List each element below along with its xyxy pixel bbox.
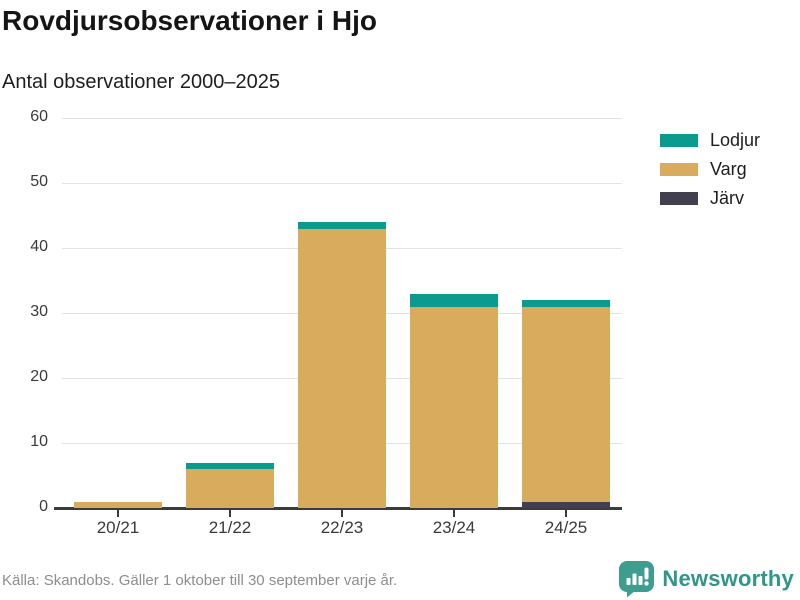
legend-swatch-varg: [660, 162, 698, 176]
bar-23-24-lodjur: [410, 293, 498, 307]
newsworthy-speech-bubble-chart-icon: [619, 561, 655, 598]
bar-22-23-varg: [298, 228, 386, 508]
brand-name: Newsworthy: [662, 566, 794, 591]
x-axis-line: [54, 507, 622, 510]
chart-subtitle: Antal observationer 2000–2025: [2, 71, 280, 93]
y-tick-label-10: 10: [30, 433, 48, 450]
chart-title: Rovdjursobservationer i Hjo: [2, 5, 377, 36]
x-tick-label-23-24: 23/24: [432, 518, 476, 537]
bar-22-23-lodjur: [298, 222, 386, 229]
bar-24-25-varg: [522, 306, 610, 502]
gridline-y50: [62, 182, 622, 184]
legend-swatch-järv: [660, 191, 698, 205]
x-tick-label-24-25: 24/25: [544, 518, 588, 537]
legend-item-lodjur: Lodjur: [660, 130, 760, 150]
branding[interactable]: Newsworthy: [618, 560, 794, 598]
x-tick-label-22-23: 22/23: [320, 518, 364, 537]
legend-label-lodjur: Lodjur: [710, 129, 761, 150]
y-tick-label-40: 40: [30, 238, 48, 255]
bar-23-24-varg: [410, 306, 498, 508]
x-tick-23-24: [453, 510, 455, 517]
x-tick-20-21: [117, 510, 119, 517]
y-tick-label-30: 30: [30, 303, 48, 320]
y-tick-label-60: 60: [30, 108, 48, 125]
x-tick-24-25: [565, 510, 567, 517]
source-note: Källa: Skandobs. Gäller 1 oktober till 3…: [2, 572, 398, 589]
bar-20-21-varg: [74, 501, 162, 508]
legend: Lodjur Varg Järv: [660, 130, 760, 217]
gridline-y60: [62, 117, 622, 119]
x-tick-label-21-22: 21/22: [208, 518, 252, 537]
y-tick-label-20: 20: [30, 368, 48, 385]
y-tick-label-0: 0: [39, 498, 48, 515]
bar-24-25-järv: [522, 501, 610, 508]
legend-label-varg: Varg: [710, 158, 747, 179]
y-tick-label-50: 50: [30, 173, 48, 190]
x-tick-21-22: [229, 510, 231, 517]
legend-item-järv: Järv: [660, 188, 760, 208]
legend-swatch-lodjur: [660, 133, 698, 147]
legend-item-varg: Varg: [660, 159, 760, 179]
legend-label-järv: Järv: [710, 187, 745, 208]
x-tick-22-23: [341, 510, 343, 517]
bar-21-22-varg: [186, 469, 274, 508]
x-tick-label-20-21: 20/21: [96, 518, 140, 537]
plot-area: [54, 117, 622, 510]
bar-21-22-lodjur: [186, 462, 274, 469]
bar-24-25-lodjur: [522, 300, 610, 307]
